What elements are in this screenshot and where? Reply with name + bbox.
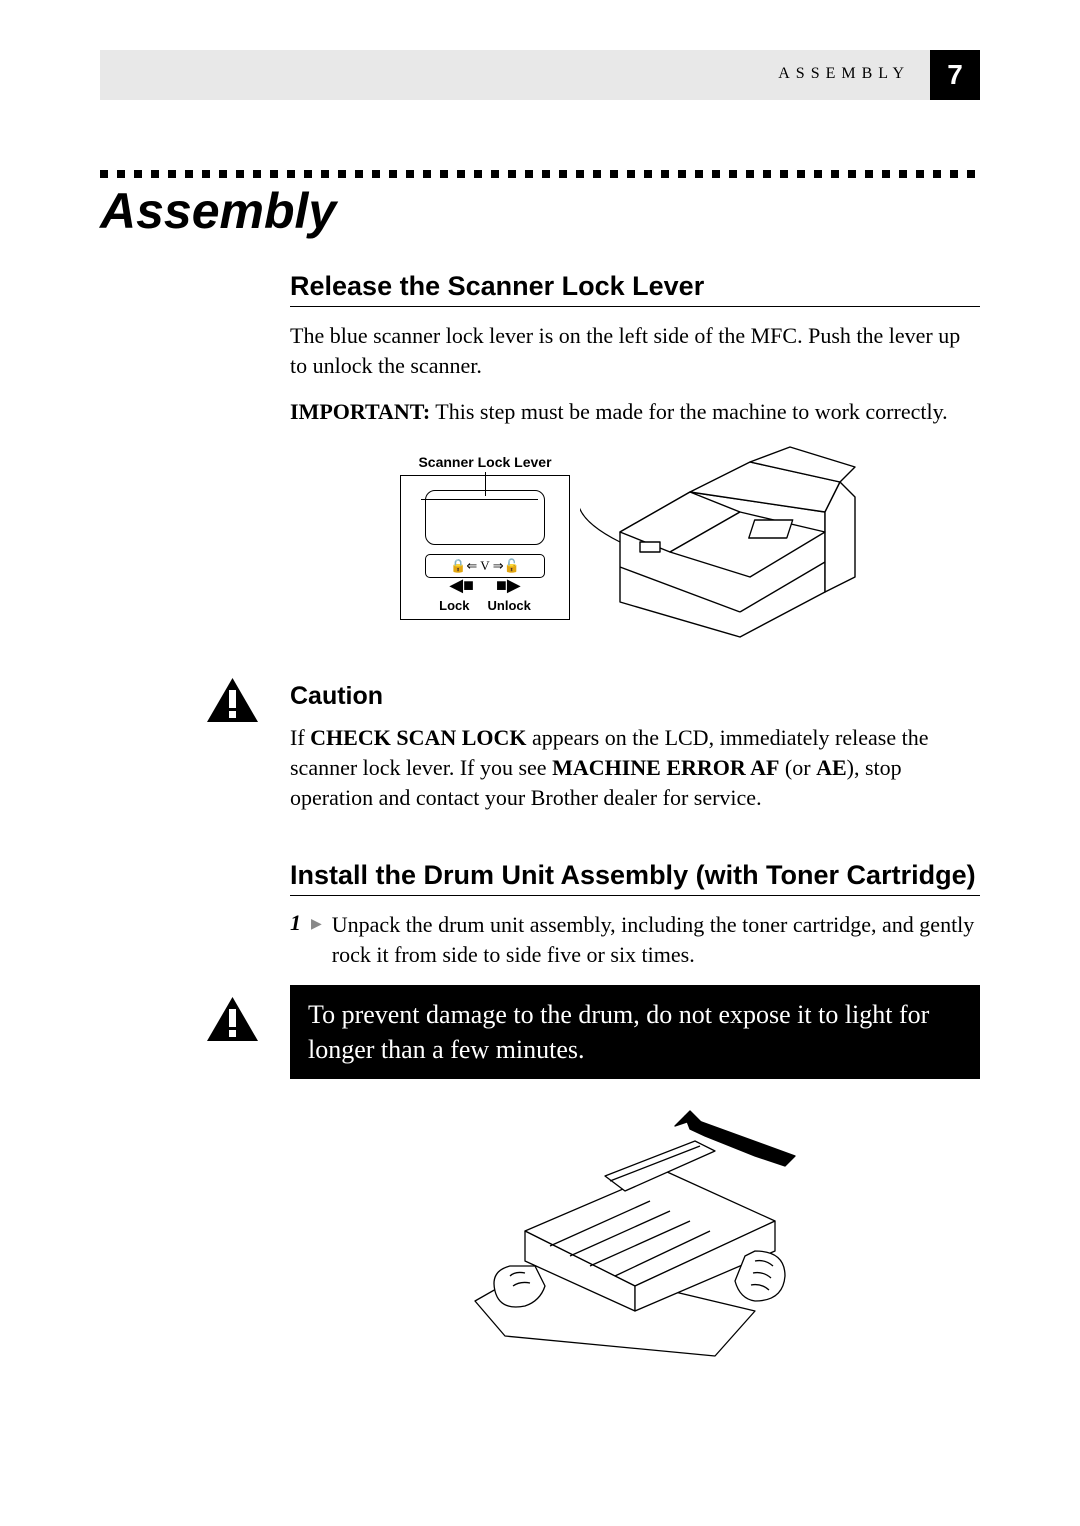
header-band: ASSEMBLY 7 [100, 50, 980, 100]
caution-block: Caution [290, 682, 980, 711]
lock-slot-outline [425, 490, 545, 545]
important-label: IMPORTANT: [290, 399, 430, 424]
page-number-box: 7 [930, 50, 980, 100]
page-number: 7 [947, 59, 963, 91]
lock-diagram: Scanner Lock Lever 🔒⇐ V ⇒🔓 ◀■ ■▶ Lock Un… [400, 475, 570, 620]
lock-label: Lock [439, 598, 469, 613]
caution-heading: Caution [290, 682, 980, 711]
caution-text-mid2: (or [779, 755, 816, 780]
arrow-row: ◀■ ■▶ [449, 575, 520, 596]
arrow-left-icon: ◀■ [449, 575, 474, 596]
figure-drum-unit [290, 1101, 980, 1371]
content-column: Release the Scanner Lock Lever The blue … [290, 270, 980, 1371]
arrow-right-icon: ■▶ [496, 575, 521, 596]
printer-illustration [580, 442, 870, 652]
running-head: ASSEMBLY [778, 65, 910, 83]
important-text: This step must be made for the machine t… [430, 399, 947, 424]
warning-bar: To prevent damage to the drum, do not ex… [290, 985, 980, 1079]
section1-para1: The blue scanner lock lever is on the le… [290, 321, 980, 380]
section1-important: IMPORTANT: This step must be made for th… [290, 397, 980, 427]
caution-text-pre: If [290, 725, 310, 750]
step-chevron-icon: ▶ [311, 916, 322, 933]
caution-bold3: AE [816, 755, 847, 780]
page-root: ASSEMBLY 7 Assembly Release the Scanner … [0, 0, 1080, 1431]
caution-triangle-icon [205, 995, 260, 1043]
scanner-lock-lever-label: Scanner Lock Lever [418, 454, 551, 470]
warning-text: To prevent damage to the drum, do not ex… [308, 1000, 929, 1064]
page-title: Assembly [100, 182, 980, 240]
caution-triangle-icon [205, 676, 260, 724]
step-number: 1 [290, 910, 301, 936]
unlock-label: Unlock [488, 598, 531, 613]
caution-bold2: MACHINE ERROR AF [552, 755, 779, 780]
drum-illustration [455, 1101, 815, 1371]
dotted-rule [100, 170, 980, 178]
caution-paragraph: If CHECK SCAN LOCK appears on the LCD, i… [290, 723, 980, 812]
section2-heading: Install the Drum Unit Assembly (with Ton… [290, 859, 980, 896]
caution-bold1: CHECK SCAN LOCK [310, 725, 526, 750]
step-1: 1 ▶ Unpack the drum unit assembly, inclu… [290, 910, 980, 969]
step-1-text: Unpack the drum unit assembly, including… [332, 910, 980, 969]
section1-heading: Release the Scanner Lock Lever [290, 270, 980, 307]
lock-icons-strip: 🔒⇐ V ⇒🔓 [425, 554, 545, 578]
figure-scanner-lock: Scanner Lock Lever 🔒⇐ V ⇒🔓 ◀■ ■▶ Lock Un… [290, 442, 980, 652]
lock-labels: Lock Unlock [439, 598, 531, 613]
